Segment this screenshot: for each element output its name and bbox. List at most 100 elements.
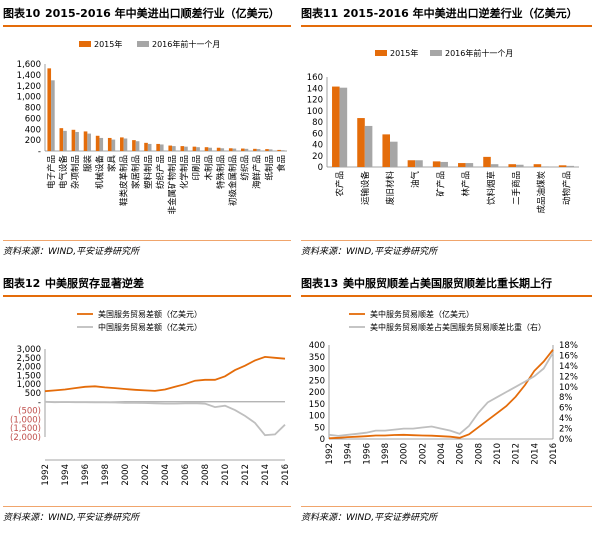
legend-swatch: [137, 41, 149, 47]
x-tick-label: 2014: [530, 443, 540, 465]
bar: [483, 156, 491, 167]
y-tick-label: (1,000): [10, 415, 41, 425]
bar: [168, 145, 173, 151]
chart-title: 2015-2016 年中美进出口逆差行业（亿美元）: [343, 7, 578, 20]
panel-chart-12: 图表12 中美服贸存显著逆差 美国服务贸易差额（亿美元） 中国服务贸易差额（亿美元）…: [3, 274, 291, 532]
x-tick-label: 1996: [362, 443, 372, 465]
x-category-label: 动物产品: [561, 171, 572, 205]
bar: [220, 148, 225, 151]
x-category-label: 家居制品: [131, 155, 142, 189]
y-tick-label: 20: [312, 152, 323, 162]
legend-label: 2016年前十一个月: [152, 39, 220, 49]
chart-10-plot: 2015年 2016年前十一个月-2004006008001,0001,2001,…: [17, 39, 287, 215]
x-category-label: 林产品: [461, 171, 472, 197]
series-line-trade-surplus: [328, 349, 554, 440]
bar: [111, 139, 116, 151]
y-tick-label: 1,600: [17, 60, 41, 70]
bar: [75, 131, 79, 151]
bar: [107, 137, 112, 151]
y-tick-label: 140: [307, 84, 323, 94]
x-category-label: 食品: [276, 155, 287, 172]
bar: [440, 161, 448, 167]
y-tick-label-right: 10%: [559, 383, 578, 393]
bar: [415, 160, 423, 167]
y-tick-label: 200: [25, 136, 41, 146]
chart-title-row: 图表12 中美服贸存显著逆差: [3, 274, 291, 294]
x-category-label: 化学制品: [179, 155, 190, 189]
y-tick-label: 120: [307, 96, 323, 106]
panel-chart-13: 图表13 美中服贸顺差占美国服贸顺差比重长期上行 美中服务贸易顺差（亿美元） 美中服…: [301, 274, 592, 532]
x-tick-label: 2012: [512, 443, 522, 465]
x-tick-label: 2006: [181, 464, 191, 486]
bar: [244, 148, 249, 151]
bar: [120, 137, 124, 151]
bar: [256, 149, 261, 151]
chart-source: 资料来源：WIND,平安证券研究所: [301, 247, 438, 257]
bar: [364, 125, 373, 167]
title-divider: [3, 25, 291, 27]
x-category-label: 木制品: [203, 155, 214, 181]
bar: [147, 143, 152, 151]
title-divider: [3, 295, 291, 297]
x-tick-label: 1992: [41, 464, 51, 486]
bar: [253, 148, 257, 151]
bar: [382, 134, 390, 167]
title-divider: [301, 295, 592, 297]
bar: [135, 141, 140, 151]
y-tick-label: 500: [25, 389, 41, 399]
x-category-label: 服装: [82, 155, 93, 173]
x-category-label: 纺织产品: [155, 155, 166, 189]
y-tick-label: 0: [318, 163, 323, 173]
x-category-label: 印刷品: [191, 155, 202, 181]
bar: [172, 146, 176, 151]
bar: [490, 164, 499, 167]
y-tick-label-right: 4%: [559, 414, 573, 424]
y-tick-label: 600: [25, 114, 41, 124]
x-tick-label: 2010: [493, 443, 503, 465]
chart-12-plot: 美国服务贸易差额（亿美元） 中国服务贸易差额（亿美元） 3,0002,5002,00…: [10, 309, 291, 486]
y-tick-label-right: 2%: [559, 425, 573, 435]
y-tick-label-right: 0%: [559, 435, 573, 445]
chart-title-row: 图表10 2015-2016 年中美进出口顺差行业（亿美元）: [3, 4, 291, 24]
y-tick-label: 1,000: [17, 93, 41, 103]
legend-label: 2015年: [390, 48, 418, 58]
source-divider: [3, 506, 291, 507]
chart-title-row: 图表13 美中服贸顺差占美国服贸顺差比重长期上行: [301, 274, 592, 294]
bar: [465, 163, 474, 167]
x-category-label: 纺织品: [240, 155, 251, 181]
legend-label: 2016年前十一个月: [445, 48, 513, 58]
bar: [268, 149, 273, 151]
y-tick-label: 800: [25, 104, 41, 114]
bar: [241, 148, 245, 151]
bar: [87, 133, 91, 151]
x-category-label: 塑料制品: [143, 155, 154, 189]
bar: [132, 140, 136, 151]
chart-number: 图表12: [3, 277, 41, 290]
bar: [558, 165, 567, 167]
x-category-label: 机械设备: [94, 155, 105, 190]
bar: [51, 80, 55, 151]
bar: [357, 118, 365, 167]
y-tick-label-right: 16%: [559, 351, 578, 361]
chart-number: 图表10: [3, 7, 41, 20]
bar: [159, 144, 164, 151]
x-category-label: 电子产品: [46, 155, 57, 189]
x-tick-label: 2006: [456, 443, 466, 465]
y-tick-label: 100: [307, 107, 323, 117]
y-tick-label-left: 0: [320, 435, 325, 445]
x-tick-label: 1998: [381, 443, 391, 465]
x-category-label: 矿产品: [435, 171, 446, 197]
chart-13-plot: 美中服务贸易顺差（亿美元） 美中服务贸易顺差占美国服务贸易顺差比重（右） 400 35…: [309, 309, 578, 465]
x-tick-label: 2008: [201, 464, 211, 486]
x-category-label: 杂项制品: [70, 155, 81, 189]
x-tick-label: 2016: [549, 443, 559, 465]
bar: [407, 160, 416, 167]
x-tick-label: 2008: [474, 443, 484, 465]
x-category-label: 海鲜产品: [252, 155, 263, 189]
legend-label: 中国服务贸易差额（亿美元）: [98, 322, 202, 332]
x-category-label: 非金属矿物制品: [167, 155, 178, 215]
chart-source: 资料来源：WIND,平安证券研究所: [3, 513, 140, 523]
bar: [390, 141, 398, 167]
y-tick-label-right: 6%: [559, 404, 573, 414]
y-tick-label: 3,000: [17, 345, 41, 355]
